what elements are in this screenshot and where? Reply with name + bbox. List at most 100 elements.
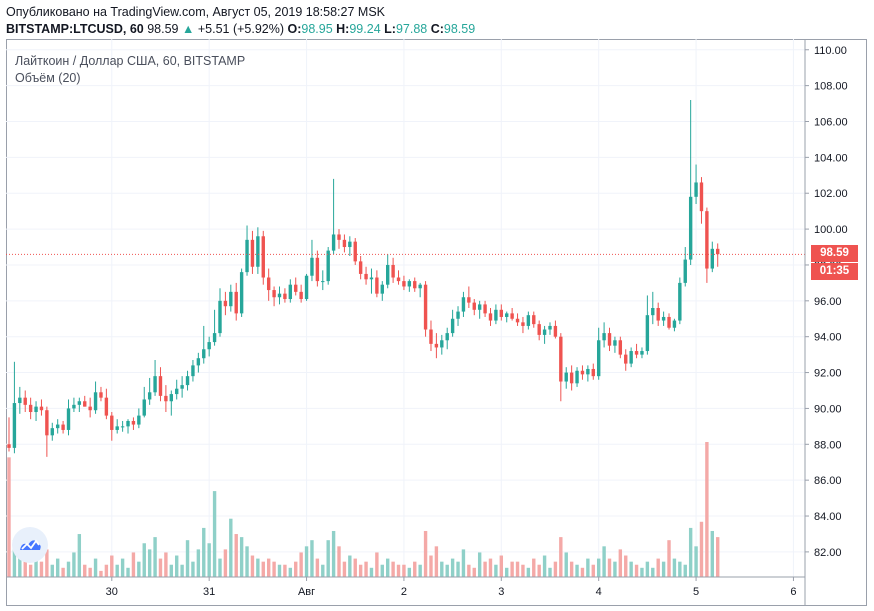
candle-body [288, 284, 293, 300]
volume-bar [142, 543, 146, 577]
candle-body [580, 370, 585, 375]
candle-body [137, 415, 141, 425]
volume-bar [569, 561, 574, 577]
candle-body [515, 318, 520, 323]
candle-body [651, 308, 655, 316]
volume-bar [283, 564, 287, 577]
candle-body [537, 324, 541, 335]
candle-body [423, 284, 428, 330]
volume-bar [12, 540, 17, 577]
candle-body [272, 290, 276, 298]
candle-body [353, 241, 357, 262]
candle-body [494, 309, 498, 321]
candle-body [196, 358, 201, 366]
volume-bar [299, 552, 303, 577]
candle-body [191, 365, 195, 377]
volume-bar [110, 555, 114, 577]
volume-bar [28, 564, 33, 577]
chart-frame [6, 39, 867, 606]
symbol-name[interactable]: BITSTAMP:LTCUSD, 60 [6, 22, 144, 36]
volume-bar [716, 537, 720, 577]
y-tick-label: 102.00 [814, 188, 848, 200]
volume-bar [656, 558, 660, 577]
volume-bar [407, 567, 412, 577]
candle-body [55, 424, 60, 429]
candle-body [596, 340, 601, 377]
candle-body [115, 426, 119, 430]
volume-bar [158, 558, 163, 577]
candle-body [7, 444, 11, 448]
candle-body [678, 282, 682, 321]
candle-body [66, 408, 71, 430]
volume-bar [218, 558, 222, 577]
volume-bar [153, 537, 157, 577]
volume-bar [23, 558, 27, 577]
volume-bar [499, 555, 504, 577]
candle-body [28, 404, 33, 413]
candle-body [705, 211, 709, 269]
candle-body [337, 234, 341, 240]
volume-bar [331, 530, 336, 577]
volume-bar [505, 567, 509, 577]
candle-body [467, 297, 471, 303]
time-axis-ticks[interactable]: 30 31 Авг 2 3 4 5 6 [106, 577, 797, 598]
volume-bar [596, 558, 601, 577]
candle-body [559, 336, 563, 382]
candle-body [510, 313, 514, 319]
candle-body [575, 370, 579, 384]
candle-body [667, 316, 671, 328]
volume-bar [185, 540, 190, 577]
volume-bar [402, 564, 406, 577]
candle-body [158, 376, 163, 396]
volume-bar [667, 540, 671, 577]
volume-bar [510, 561, 514, 577]
candle-body [256, 236, 260, 267]
volume-legend[interactable]: Объём (20) [15, 71, 81, 85]
candle-body [396, 277, 401, 282]
y-tick-label: 100.00 [814, 224, 848, 236]
volume-bar [212, 491, 217, 577]
volume-bar [353, 558, 357, 577]
candle-body [207, 342, 211, 350]
volume-bar [196, 549, 201, 577]
volume-bar [164, 552, 168, 577]
volume-bar [694, 546, 698, 577]
candle-body [45, 410, 49, 436]
bar-countdown-badge: 01:35 [811, 263, 858, 280]
candle-body [521, 322, 525, 326]
candle-body [180, 385, 184, 389]
candle-body [434, 343, 439, 348]
volume-bar [180, 564, 184, 577]
y-tick-label: 82.00 [814, 547, 842, 559]
x-tick-label: 5 [693, 586, 699, 598]
volume-bar [61, 567, 65, 577]
candle-body [142, 399, 146, 416]
candle-body [299, 291, 303, 300]
candle-body [104, 397, 109, 416]
last-price: 98.59 [147, 22, 179, 36]
candle-body [23, 397, 27, 405]
volume-bar [88, 567, 92, 577]
volume-bar [418, 564, 422, 577]
candle-body [212, 333, 217, 343]
volume-bar [131, 552, 136, 577]
series-legend-title[interactable]: Лайткоин / Доллар США, 60, BITSTAMP [15, 54, 246, 68]
candle-body [83, 401, 87, 407]
price-axis-ticks[interactable]: 82.00 84.00 86.00 88.00 90.00 92.00 94.00 96.00… [805, 45, 848, 559]
tradingview-logo[interactable] [12, 527, 48, 563]
y-tick-label: 110.00 [814, 45, 847, 57]
volume-bar [629, 561, 633, 577]
volume-bars [7, 442, 720, 577]
candle-body [88, 406, 92, 411]
price-chart[interactable]: 82.00 84.00 86.00 88.00 90.00 92.00 94.00 96.00… [6, 39, 867, 606]
volume-bar [683, 564, 687, 577]
volume-bar [310, 540, 314, 577]
volume-bar [277, 564, 282, 577]
volume-bar [651, 567, 655, 577]
volume-bar [66, 561, 71, 577]
y-tick-label: 108.00 [814, 81, 848, 93]
candle-body [591, 368, 595, 377]
volume-bar [45, 549, 49, 577]
volume-bar [326, 540, 330, 577]
y-tick-label: 84.00 [814, 511, 842, 523]
